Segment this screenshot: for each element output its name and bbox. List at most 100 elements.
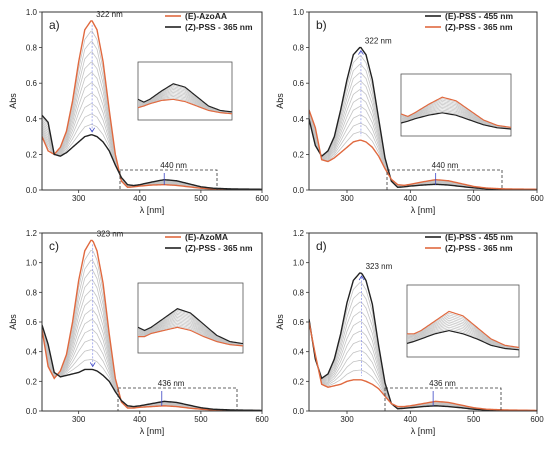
y-axis-label: Abs [275, 93, 285, 109]
x-tick-label: 500 [467, 194, 481, 203]
band-label: 436 nm [158, 379, 185, 388]
peak-label: 323 nm [97, 229, 124, 238]
x-tick-label: 400 [404, 415, 418, 424]
inset-intermediate-spectrum [407, 319, 519, 349]
y-tick-label: 1.0 [293, 259, 305, 268]
x-tick-label: 300 [72, 415, 86, 424]
panel-label: b) [316, 18, 327, 32]
x-tick-label: 400 [404, 194, 418, 203]
inset-series-line-1 [401, 112, 511, 130]
x-axis-label: λ [nm] [411, 426, 436, 436]
x-axis-label: λ [nm] [411, 205, 436, 215]
y-tick-label: 1.2 [293, 229, 305, 238]
y-tick-label: 0.8 [293, 288, 305, 297]
y-tick-label: 0.4 [293, 348, 305, 357]
y-tick-label: 1.0 [26, 259, 38, 268]
y-tick-label: 0.8 [26, 288, 38, 297]
x-tick-label: 600 [530, 415, 544, 424]
panel-label: a) [49, 18, 60, 32]
legend-entry: (Z)-PSS - 365 nm [445, 22, 513, 32]
x-tick-label: 300 [340, 194, 354, 203]
peak-arrow-head [89, 127, 95, 133]
x-tick-label: 500 [194, 194, 208, 203]
inset-intermediate-spectrum [407, 324, 519, 350]
x-tick-label: 600 [255, 415, 269, 424]
panel-1: 322 nm 440 nm 300 400 500 600 0.0 0.2 0.4 0.6 0.8 1… [8, 8, 269, 215]
y-tick-label: 0.0 [293, 186, 305, 195]
panel-label: c) [49, 239, 59, 253]
inset-intermediate-spectrum [407, 321, 519, 350]
inset-series-line-2 [401, 96, 511, 128]
y-tick-label: 0.6 [26, 79, 38, 88]
y-tick-label: 0.8 [26, 44, 38, 53]
y-tick-label: 0.6 [293, 79, 305, 88]
y-tick-label: 0.6 [26, 318, 38, 327]
y-tick-label: 0.2 [26, 377, 38, 386]
y-tick-label: 1.2 [26, 229, 38, 238]
y-tick-label: 0.0 [26, 407, 38, 416]
legend-entry: (E)-PSS - 455 nm [445, 232, 513, 242]
x-axis-label: λ [nm] [140, 205, 165, 215]
y-tick-label: 0.2 [293, 377, 305, 386]
inset-intermediate-spectrum [407, 323, 519, 350]
x-tick-label: 500 [467, 415, 481, 424]
x-axis-label: λ [nm] [140, 426, 165, 436]
peak-label: 323 nm [366, 262, 393, 271]
y-tick-label: 1.0 [293, 8, 305, 17]
legend-entry: (E)-AzoAA [185, 11, 227, 21]
x-tick-label: 300 [340, 415, 354, 424]
peak-arrow-head [89, 362, 96, 368]
inset-series-line-1 [407, 329, 519, 351]
series-line-2 [42, 114, 262, 190]
x-tick-label: 300 [72, 194, 86, 203]
y-tick-label: 0.0 [293, 407, 305, 416]
legend-entry: (E)-PSS - 455 nm [445, 11, 513, 21]
y-tick-label: 0.4 [26, 115, 38, 124]
y-tick-label: 0.2 [293, 150, 305, 159]
x-tick-label: 600 [530, 194, 544, 203]
peak-label: 322 nm [96, 10, 123, 19]
panel-4: 323 nm 436 nm 300 400 500 600 0.0 0.2 0.4 0.6 0.8 1… [275, 229, 544, 436]
plot-frame [308, 11, 538, 191]
series-line-2 [42, 324, 262, 411]
peak-label: 322 nm [365, 37, 392, 46]
y-tick-label: 0.6 [293, 318, 305, 327]
panel-label: d) [316, 239, 327, 253]
legend-entry: (Z)-PSS - 365 nm [185, 22, 253, 32]
legend-entry: (E)-AzoMA [185, 232, 228, 242]
y-axis-label: Abs [8, 93, 18, 109]
inset-series-line-2 [138, 308, 243, 345]
legend-entry: (Z)-PSS - 365 nm [185, 243, 253, 253]
series-line-2 [309, 321, 537, 411]
x-tick-label: 600 [255, 194, 269, 203]
peak-arrow-head [358, 275, 365, 281]
y-tick-label: 0.4 [293, 115, 305, 124]
inset-series-line-1 [138, 326, 243, 347]
x-tick-label: 400 [133, 415, 147, 424]
y-tick-label: 0.8 [293, 44, 305, 53]
inset-intermediate-spectrum [407, 314, 519, 349]
y-axis-label: Abs [275, 314, 285, 330]
band-label: 440 nm [160, 161, 187, 170]
y-tick-label: 0.0 [26, 186, 38, 195]
y-tick-label: 0.4 [26, 348, 38, 357]
legend-entry: (Z)-PSS - 365 nm [445, 243, 513, 253]
x-tick-label: 500 [194, 415, 208, 424]
inset-intermediate-spectrum [407, 326, 519, 350]
y-axis-label: Abs [8, 314, 18, 330]
y-tick-label: 1.0 [26, 8, 38, 17]
inset-series-line-2 [407, 310, 519, 349]
inset-intermediate-spectrum [407, 316, 519, 349]
inset-series-line-1 [138, 98, 232, 115]
y-tick-label: 0.2 [26, 150, 38, 159]
band-label: 436 nm [429, 379, 456, 388]
band-label: 440 nm [432, 161, 459, 170]
plot-frame [41, 11, 263, 191]
x-tick-label: 400 [133, 194, 147, 203]
intermediate-spectrum [42, 113, 262, 190]
panel-2: 322 nm 440 nm 300 400 500 600 0.0 0.2 0.4 0.6 0.8 1… [275, 8, 544, 215]
inset-series-line-2 [138, 83, 232, 113]
panel-3: 323 nm 436 nm 300 400 500 600 0.0 0.2 0.4 0.6 0.8 1… [8, 229, 269, 436]
series-line-2 [309, 109, 537, 190]
inset-intermediate-spectrum [407, 318, 519, 349]
